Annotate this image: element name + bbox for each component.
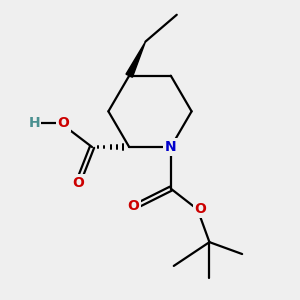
Polygon shape <box>126 41 146 77</box>
Text: O: O <box>195 202 206 216</box>
Text: O: O <box>73 176 85 190</box>
Text: N: N <box>165 140 177 154</box>
Text: O: O <box>128 200 140 214</box>
Text: H: H <box>28 116 40 130</box>
Text: O: O <box>57 116 69 130</box>
